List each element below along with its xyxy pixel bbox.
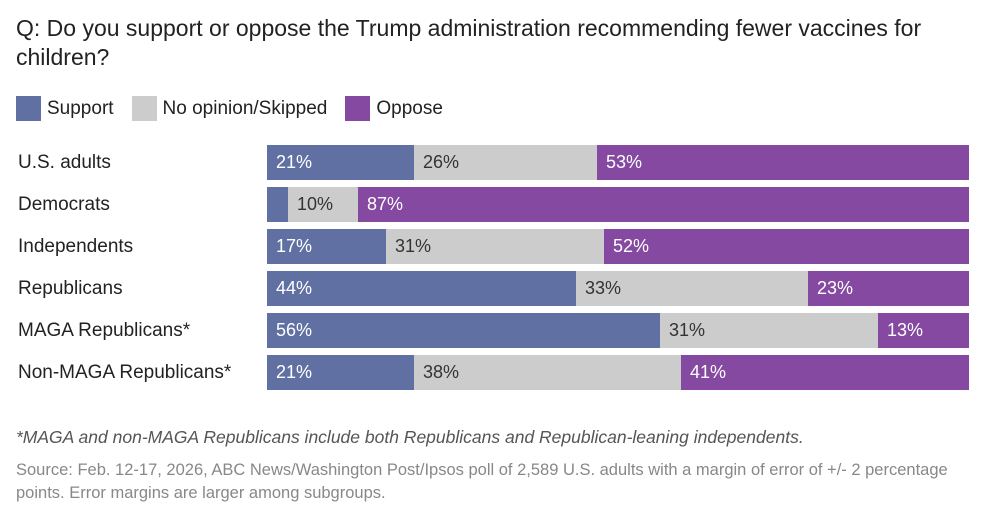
legend-item-support: Support — [16, 96, 114, 121]
bar-row: 10% 87% — [267, 187, 969, 222]
bar-segment-oppose — [358, 187, 969, 222]
data-label-oppose: 23% — [817, 278, 854, 298]
bar-row: 56% 31% 13% — [267, 313, 969, 348]
bar-segment-oppose — [597, 145, 969, 180]
data-label-neutral: 31% — [395, 236, 432, 256]
category-label: MAGA Republicans* — [18, 320, 191, 341]
data-label-support: 21% — [276, 152, 313, 172]
bar-segment-support — [267, 271, 576, 306]
legend-swatch-oppose — [345, 96, 371, 121]
data-label-oppose: 13% — [887, 320, 924, 340]
legend-swatch-neutral — [131, 96, 157, 121]
legend-label-support: Support — [47, 97, 114, 119]
chart-title: Q: Do you support or oppose the Trump ad… — [16, 15, 922, 70]
data-label-oppose: 41% — [690, 362, 727, 382]
legend: Support No opinion/Skipped Oppose — [16, 96, 461, 121]
bar-row: 17% 31% 52% — [267, 229, 969, 264]
legend-label-oppose: Oppose — [376, 97, 443, 119]
category-label: Non-MAGA Republicans* — [18, 362, 232, 383]
bar-segment-support — [267, 355, 414, 390]
data-label-support: 56% — [276, 320, 313, 340]
bar-segment-support — [267, 229, 386, 264]
bar-segment-neutral — [660, 313, 878, 348]
legend-item-neutral: No opinion/Skipped — [131, 96, 328, 121]
data-label-support: 44% — [276, 278, 313, 298]
bar-segment-oppose — [604, 229, 969, 264]
data-label-neutral: 33% — [585, 278, 622, 298]
data-label-oppose: 53% — [606, 152, 643, 172]
category-label: Independents — [18, 236, 134, 257]
bar-row: 21% 26% 53% — [267, 145, 969, 180]
bar-segment-support — [267, 313, 660, 348]
legend-item-oppose: Oppose — [345, 96, 443, 121]
data-label-neutral: 26% — [423, 152, 460, 172]
bar-segment-neutral — [414, 355, 681, 390]
bar-segment-support — [267, 187, 288, 222]
data-label-oppose: 87% — [367, 194, 404, 214]
data-label-neutral: 38% — [423, 362, 460, 382]
data-label-oppose: 52% — [613, 236, 650, 256]
bar-segment-oppose — [808, 271, 969, 306]
bar-segment-neutral — [386, 229, 604, 264]
bar-segment-oppose — [878, 313, 969, 348]
data-label-neutral: 10% — [297, 194, 334, 214]
category-label: U.S. adults — [18, 152, 111, 173]
source-note: Source: Feb. 12-17, 2026, ABC News/Washi… — [16, 461, 948, 502]
bar-row: 44% 33% 23% — [267, 271, 969, 306]
data-label-neutral: 31% — [669, 320, 706, 340]
legend-label-neutral: No opinion/Skipped — [162, 97, 328, 119]
bar-segment-neutral — [576, 271, 808, 306]
legend-swatch-support — [16, 96, 41, 121]
data-label-support: 17% — [276, 236, 313, 256]
category-label: Republicans — [18, 278, 123, 299]
bar-segment-oppose — [681, 355, 969, 390]
category-label: Democrats — [18, 194, 110, 215]
footnote: *MAGA and non-MAGA Republicans include b… — [16, 427, 804, 447]
data-label-support: 21% — [276, 362, 313, 382]
bar-row: 21% 38% 41% — [267, 355, 969, 390]
bar-segment-neutral — [414, 145, 597, 180]
bar-segment-neutral — [288, 187, 358, 222]
bar-segment-support — [267, 145, 414, 180]
